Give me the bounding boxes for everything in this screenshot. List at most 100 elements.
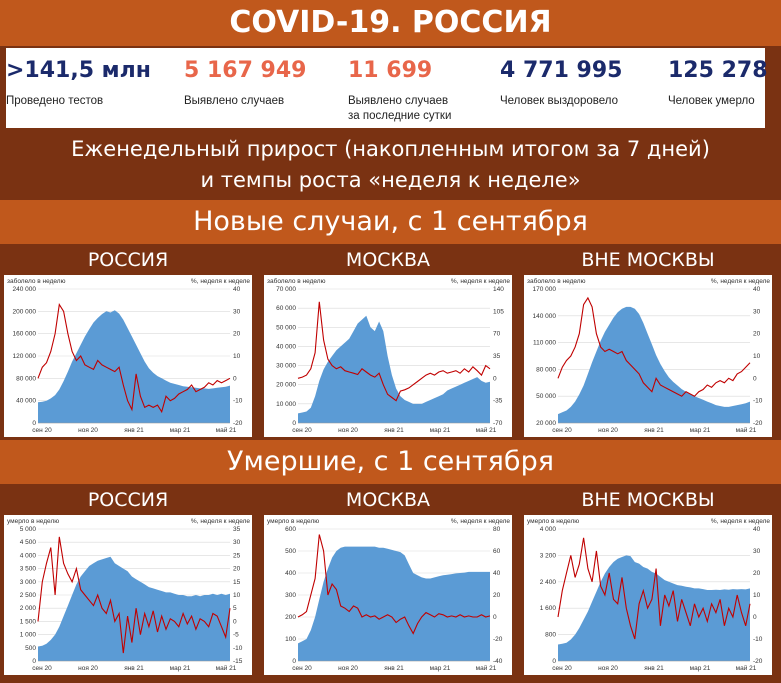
y-right-tick-label: -10 [233,645,243,652]
y-right-tick-label: 20 [493,592,501,599]
y-left-tick-label: 2 400 [540,579,557,586]
y-left-tick-label: 800 [545,632,556,639]
stat-label-2: за последние сутки [348,110,452,122]
panel-title: ВНЕ МОСКВЫ [520,245,776,273]
y-left-tick-label: 30 000 [276,363,296,370]
x-tick-label: ноя 20 [78,665,98,672]
y-right-tick-label: 20 [753,331,761,338]
y-left-tick-label: 120 000 [13,353,37,360]
y-right-tick-label: 70 [493,331,501,338]
x-tick-label: ноя 20 [338,427,358,434]
stat-label: Выявлено случаев [348,95,449,107]
y-left-tick-label: 110 000 [533,340,556,347]
x-tick-label: сен 20 [292,665,312,672]
panel-title: ВНЕ МОСКВЫ [520,485,776,513]
x-tick-label: май 21 [476,426,497,434]
y-right-tick-label: 30 [753,308,761,315]
y-right-axis-label: %, неделя к неделе [451,278,510,285]
x-tick-label: янв 21 [124,665,144,672]
chart-deaths-moscow: 0 100 200 300 400 500 600 -40 -20 0 20 40 60 80 сен 20… [264,515,512,675]
y-left-axis-label: заболело в неделю [527,277,586,285]
x-tick-label: янв 21 [644,427,664,434]
area-series [558,555,750,661]
y-left-tick-label: 200 000 [13,308,37,315]
y-left-tick-label: 4 500 [20,539,37,546]
x-tick-label: янв 21 [644,665,664,672]
y-right-tick-label: -20 [753,658,763,665]
x-tick-label: май 21 [736,426,757,434]
y-right-axis-label: %, неделя к неделе [711,518,770,525]
x-tick-label: сен 20 [292,427,312,434]
area-series [38,556,230,661]
y-left-tick-label: 1 600 [540,605,557,612]
y-left-tick-label: 100 [285,636,296,643]
y-right-axis-label: %, неделя к неделе [711,278,770,285]
y-right-tick-label: -35 [493,398,503,405]
y-left-axis-label: умерло в неделю [7,518,59,525]
y-right-tick-label: 10 [233,353,241,360]
page-title: COVID-19. РОССИЯ [0,0,781,46]
x-tick-label: ноя 20 [598,665,618,672]
y-right-tick-label: -70 [493,420,503,427]
line-series [297,534,491,635]
x-tick-label: май 21 [736,664,757,672]
y-left-tick-label: 0 [292,420,296,427]
y-left-tick-label: 2 000 [20,605,37,612]
x-tick-label: май 21 [216,426,237,434]
x-tick-label: янв 21 [384,427,404,434]
y-left-tick-label: 0 [32,658,36,665]
weekly-line-1: Еженедельный прирост (накопленным итогом… [71,137,710,161]
y-right-tick-label: 140 [493,286,504,293]
x-tick-label: сен 20 [552,427,572,434]
y-left-axis-label: заболело в неделю [267,277,326,285]
y-right-axis-label: %, неделя к неделе [191,518,250,525]
y-right-tick-label: 30 [233,308,241,315]
x-tick-label: мар 21 [430,427,451,434]
y-left-tick-label: 20 000 [276,382,296,389]
y-right-tick-label: 40 [493,570,501,577]
y-right-tick-label: 5 [233,605,237,612]
y-left-tick-label: 600 [285,526,296,533]
y-left-tick-label: 3 000 [20,579,37,586]
y-right-tick-label: 35 [233,526,241,533]
weekly-subtitle: Еженедельный прирост (накопленным итогом… [0,130,781,198]
chart-panel-cases-outside-moscow: ВНЕ МОСКВЫ 20 000 50 000 80 000 110 000 140 … [520,245,776,437]
y-left-tick-label: 0 [32,420,36,427]
x-tick-label: ноя 20 [338,665,358,672]
y-right-tick-label: 0 [753,375,757,382]
stats-panel: >141,5 млн Проведено тестов 5 167 949 Вы… [6,48,768,128]
panel-title: МОСКВА [260,485,516,513]
chart-panel-cases-moscow: МОСКВА 0 10 000 20 000 30 000 40 000 50 000 60… [260,245,516,437]
y-right-tick-label: 20 [233,566,241,573]
y-left-tick-label: 400 [285,570,296,577]
stat-value: 125 278 [668,58,768,83]
x-tick-label: сен 20 [552,665,572,672]
y-right-tick-label: -20 [493,636,503,643]
y-left-tick-label: 80 000 [16,375,36,382]
x-tick-label: янв 21 [384,665,404,672]
area-series [38,310,230,423]
line-series [557,296,751,397]
y-left-tick-label: 60 000 [276,305,296,312]
y-left-tick-label: 500 [285,548,296,555]
y-left-tick-label: 2 500 [20,592,37,599]
chart-cases-moscow: 0 10 000 20 000 30 000 40 000 50 000 60 000 70 … [264,275,512,437]
y-left-tick-label: 20 000 [536,420,556,427]
y-left-tick-label: 300 [285,592,296,599]
y-right-tick-label: 0 [233,618,237,625]
stat-value: 4 771 995 [500,58,623,83]
area-series [298,546,490,661]
y-right-axis-label: %, неделя к неделе [451,518,510,525]
y-right-tick-label: 0 [753,614,757,621]
y-left-tick-label: 0 [552,658,556,665]
area-series [298,315,490,423]
y-right-tick-label: 0 [493,375,497,382]
panel-title: РОССИЯ [0,245,256,273]
panel-title: МОСКВА [260,245,516,273]
y-right-tick-label: 30 [753,548,761,555]
y-right-tick-label: -15 [233,658,243,665]
y-left-tick-label: 5 000 [20,526,37,533]
y-right-tick-label: 40 [233,286,241,293]
y-left-tick-label: 170 000 [533,286,557,293]
y-right-tick-label: -10 [753,398,763,405]
